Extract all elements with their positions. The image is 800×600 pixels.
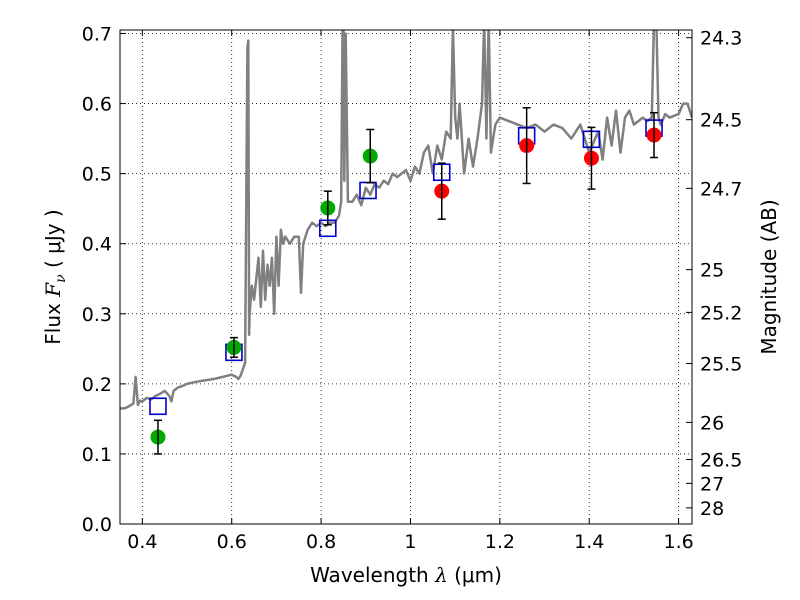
y-tick-label: 0.2 (82, 374, 112, 396)
x-tick-label: 1.2 (485, 531, 515, 553)
y2-tick-label: 24.3 (700, 28, 742, 50)
model-photometry-point (149, 397, 167, 416)
x-tick-label: 0.6 (217, 531, 247, 553)
y-tick-label: 0.6 (82, 94, 112, 116)
x-tick-label: 0.8 (306, 531, 336, 553)
spectrum-line (120, 30, 692, 410)
x-tick-label: 0.4 (127, 531, 157, 553)
x-tick-label: 1.6 (663, 531, 693, 553)
y-tick-label: 0.3 (82, 304, 112, 326)
y-tick-label: 0.5 (82, 164, 112, 186)
y-tick-label: 0.0 (82, 514, 112, 536)
y2-axis-label: Magnitude (AB) (757, 199, 781, 354)
y2-tick-label: 27 (700, 473, 724, 495)
y-tick-label: 0.4 (82, 234, 112, 256)
ticks: 0.4 0.6 0.8 1 1.2 1.4 1.6 0.0 0.1 0.2 0.3 0.4 0.5 0.6… (82, 24, 743, 553)
x-axis-label: Wavelength λ (μm) (310, 563, 502, 587)
y2-tick-label: 24.5 (700, 110, 742, 132)
y2-tick-label: 26.5 (700, 450, 742, 472)
y2-tick-label: 25 (700, 260, 724, 282)
error-bars (153, 107, 659, 455)
y2-tick-label: 25.2 (700, 302, 742, 324)
y2-tick-label: 26 (700, 412, 724, 434)
y2-tick-label: 24.7 (700, 178, 742, 200)
y2-tick-label: 25.5 (700, 354, 742, 376)
x-tick-label: 1 (404, 531, 416, 553)
x-tick-label: 1.4 (574, 531, 604, 553)
y-tick-label: 0.7 (82, 24, 112, 46)
plot-frame (119, 29, 693, 525)
y-tick-label: 0.1 (82, 444, 112, 466)
y2-tick-label: 28 (700, 498, 724, 520)
plot-background (120, 30, 692, 524)
y-axis-label: Flux Fν ( μJy ) (41, 209, 69, 344)
